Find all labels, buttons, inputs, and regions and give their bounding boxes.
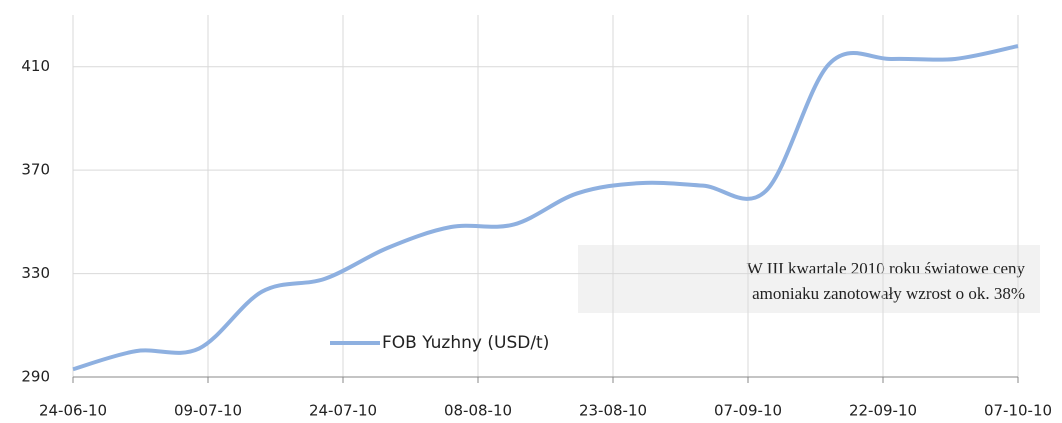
annotation: W III kwartale 2010 roku światowe ceny [747,259,1026,278]
x-tick-label: 23-08-10 [579,402,647,420]
annotation-box [578,245,1040,313]
y-tick-label: 410 [21,57,50,75]
y-tick-label: 290 [21,368,50,386]
x-tick-label: 09-07-10 [174,402,242,420]
legend-label: FOB Yuzhny (USD/t) [382,333,549,353]
y-tick-label: 330 [21,264,50,282]
x-tick-label: 07-10-10 [984,402,1052,420]
x-tick-label: 22-09-10 [849,402,917,420]
x-tick-label: 07-09-10 [714,402,782,420]
y-tick-label: 370 [21,161,50,179]
x-tick-label: 08-08-10 [444,402,512,420]
annotation: amoniaku zanotowały wzrost o ok. 38% [752,284,1025,303]
x-tick-label: 24-07-10 [309,402,377,420]
x-tick-label: 24-06-10 [39,402,107,420]
series-line [72,44,1019,372]
